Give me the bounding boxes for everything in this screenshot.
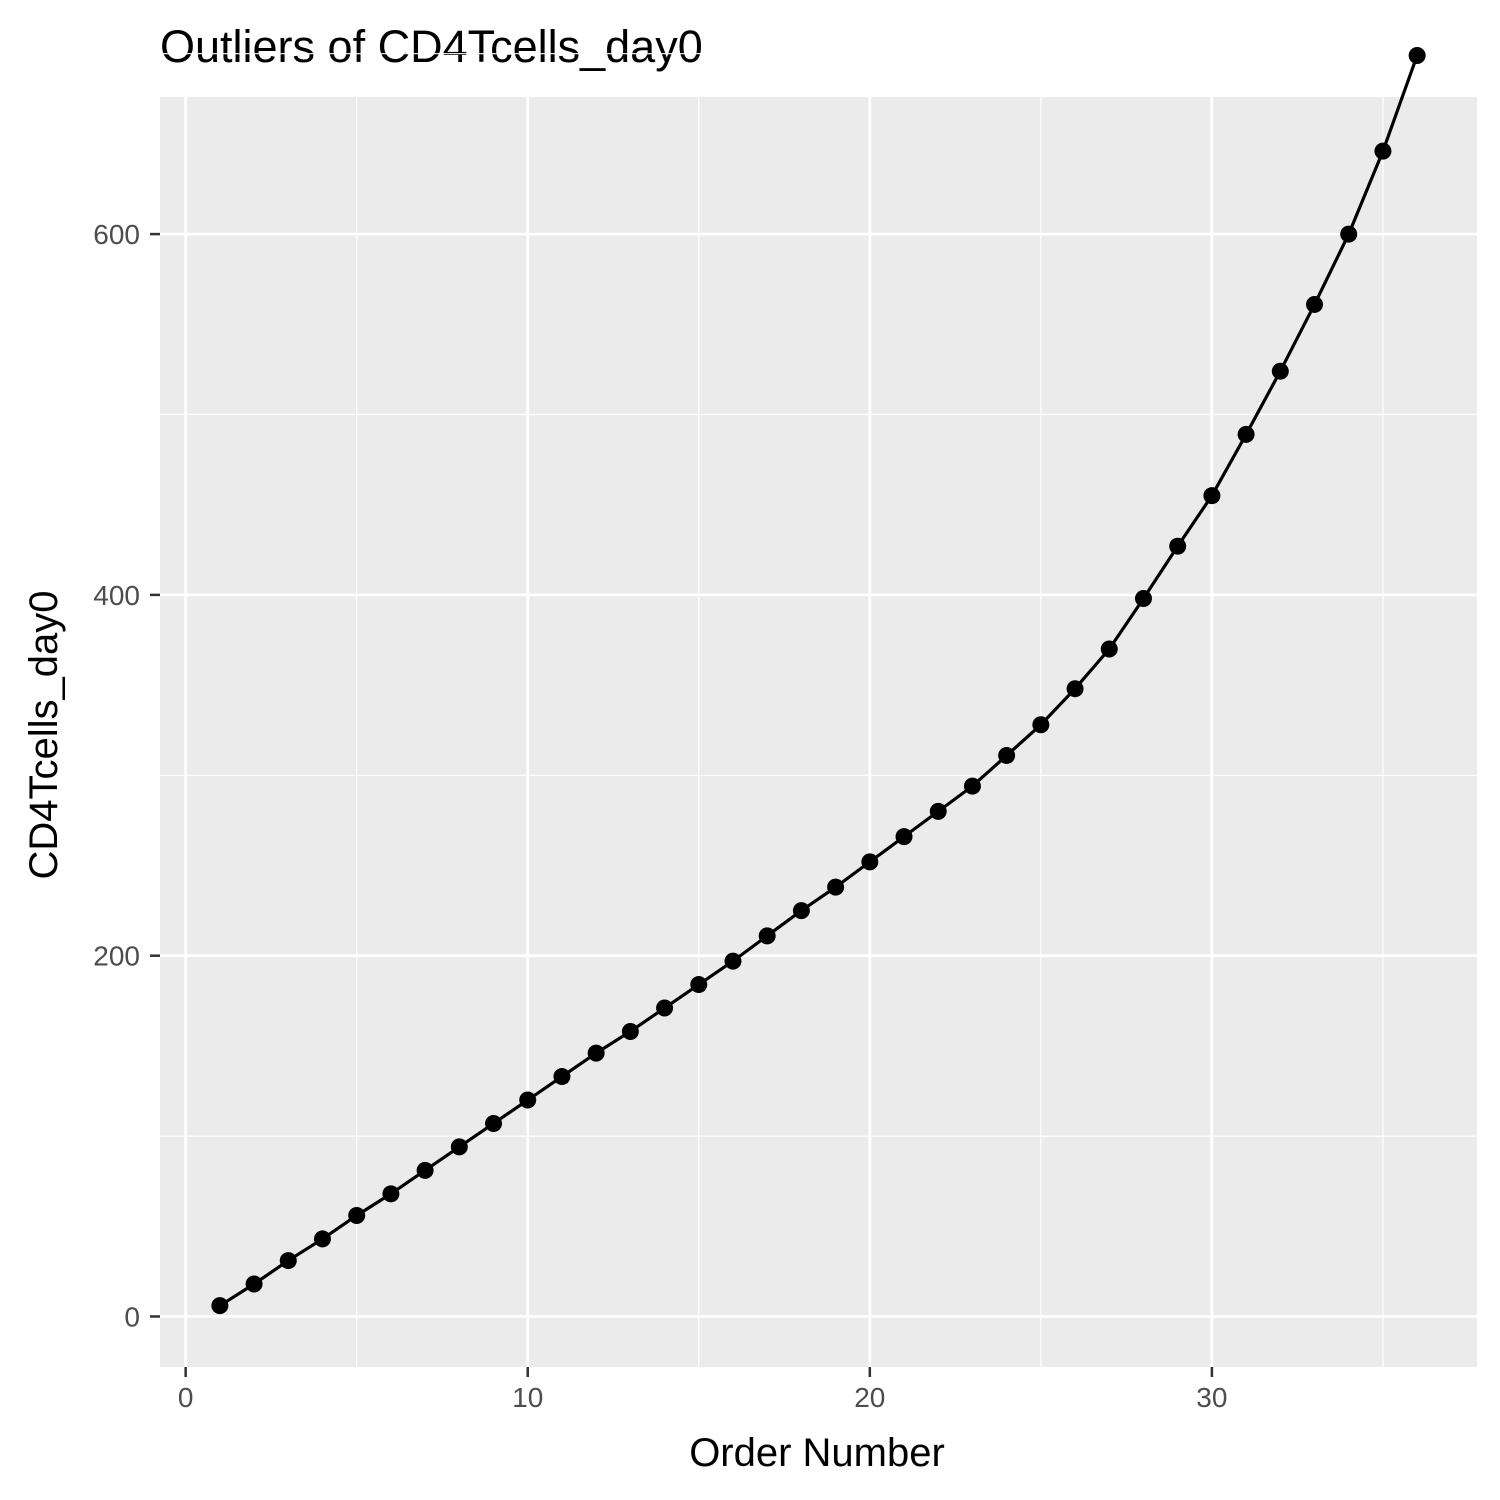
x-tick-label: 30	[1196, 1382, 1227, 1413]
data-point	[758, 927, 776, 945]
data-point	[1100, 640, 1118, 658]
plot-panel	[160, 97, 1477, 1367]
y-tick-label: 400	[93, 580, 140, 611]
data-point	[211, 1297, 229, 1315]
series-points	[211, 47, 1426, 1315]
data-point	[998, 746, 1016, 764]
data-point	[1306, 295, 1324, 313]
data-point	[656, 999, 674, 1017]
data-point	[1408, 47, 1426, 65]
data-point	[1169, 537, 1187, 555]
data-point	[245, 1275, 263, 1293]
data-point	[519, 1091, 537, 1109]
data-point	[621, 1022, 639, 1040]
data-point	[827, 878, 845, 896]
y-tick-label: 0	[124, 1301, 140, 1332]
data-point	[1271, 362, 1289, 380]
x-tick-label: 20	[854, 1382, 885, 1413]
data-point	[279, 1252, 297, 1270]
data-point	[1374, 142, 1392, 160]
data-point	[1066, 680, 1084, 698]
data-point	[1134, 590, 1152, 608]
data-point	[1340, 225, 1358, 243]
x-tick-label: 10	[512, 1382, 543, 1413]
data-point	[792, 902, 810, 920]
data-point	[690, 976, 708, 994]
x-tick-label: 0	[178, 1382, 194, 1413]
data-point	[1237, 425, 1255, 443]
data-point	[861, 853, 879, 871]
data-point	[485, 1114, 503, 1132]
axis-tick-labels: 0 10 20 30 0 200 400 600	[93, 219, 1227, 1413]
major-gridlines	[160, 97, 1477, 1367]
data-point	[1203, 487, 1221, 505]
data-point	[1032, 716, 1050, 734]
data-point	[382, 1185, 400, 1203]
data-point	[929, 802, 947, 820]
data-point	[895, 828, 913, 846]
data-point	[587, 1044, 605, 1062]
x-axis-title: Order Number	[689, 1431, 945, 1475]
data-point	[724, 952, 742, 970]
data-point	[348, 1206, 366, 1224]
data-point	[963, 777, 981, 795]
y-tick-label: 600	[93, 219, 140, 250]
data-point	[450, 1138, 468, 1156]
y-tick-label: 200	[93, 941, 140, 972]
data-point	[313, 1230, 331, 1248]
y-axis-title: CD4Tcells_day0	[22, 590, 66, 879]
axis-ticks	[150, 232, 1214, 1377]
chart-title: Outliers of CD4Tcells_day0	[160, 21, 703, 72]
data-point	[416, 1161, 434, 1179]
data-point	[553, 1068, 571, 1086]
